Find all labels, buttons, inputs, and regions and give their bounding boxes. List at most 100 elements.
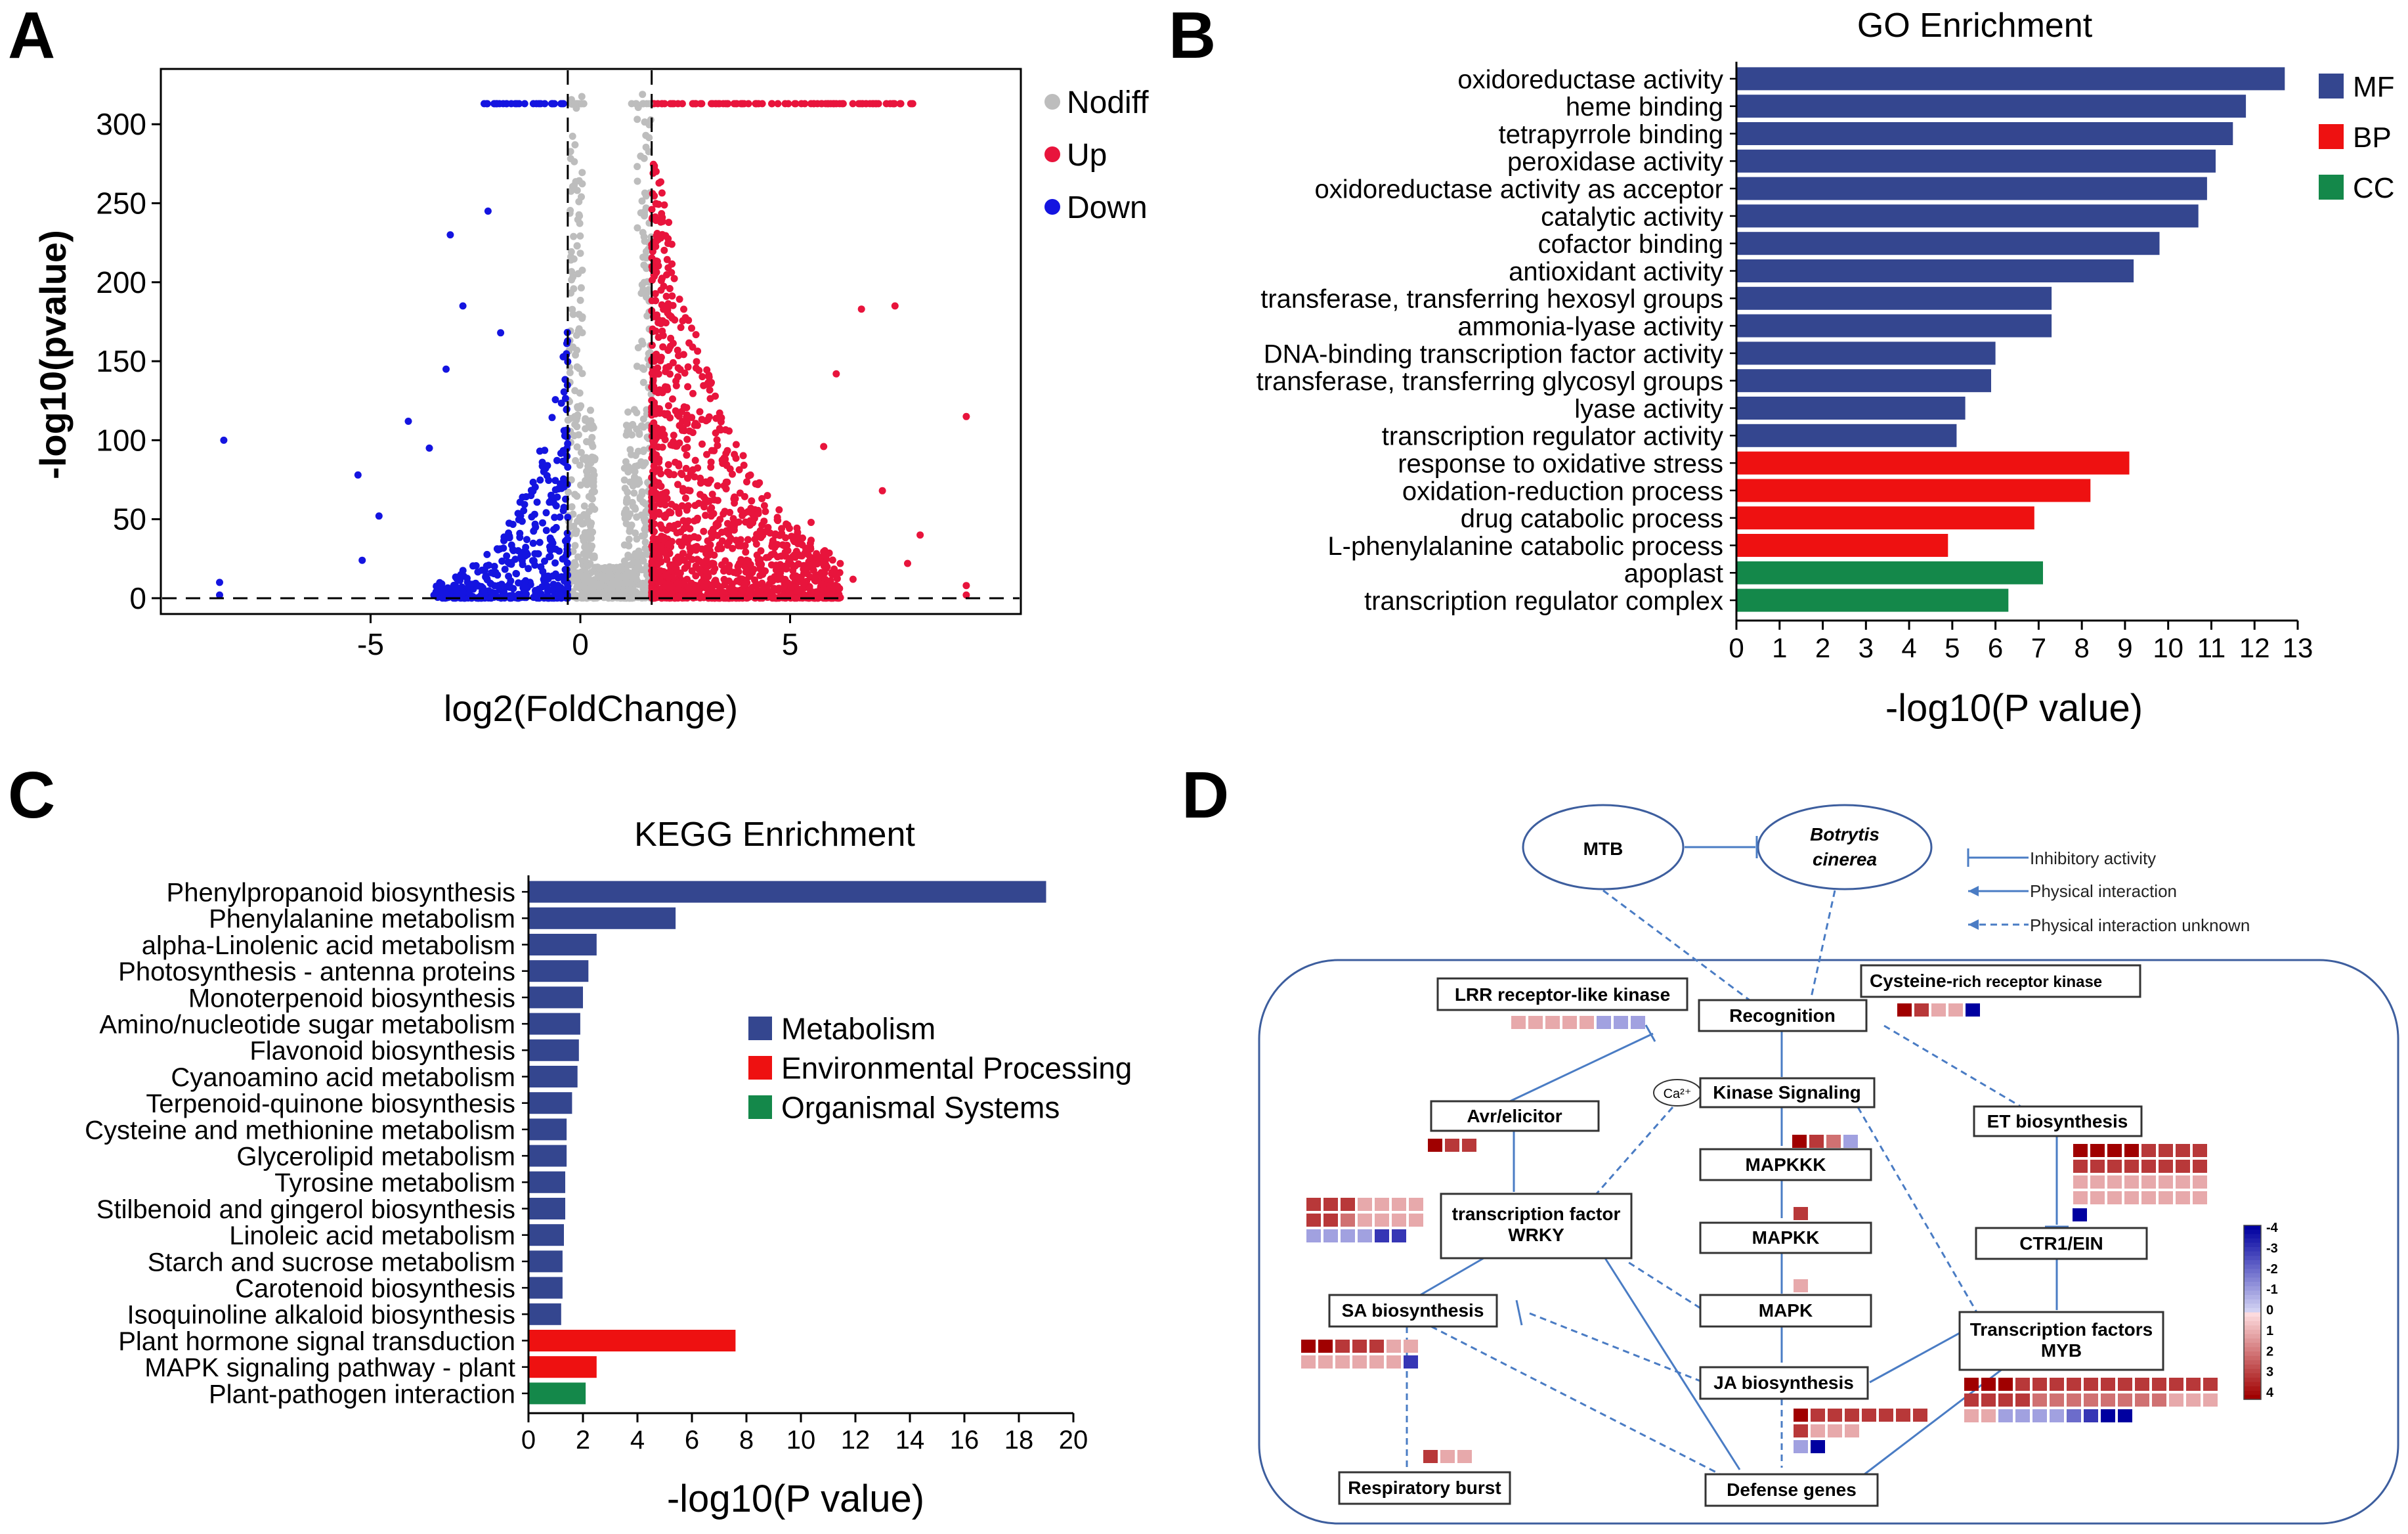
heatmap-cell-myb — [2084, 1378, 2098, 1391]
color-scale-label: -2 — [2266, 1262, 2278, 1277]
volcano-point-down — [404, 418, 412, 425]
volcano-point-nodiff — [638, 281, 646, 289]
volcano-point-up — [962, 412, 970, 420]
volcano-point-up — [746, 471, 754, 479]
volcano-point-up — [773, 540, 781, 548]
heatmap-cell-wrky_left — [1375, 1214, 1389, 1227]
volcano-point-down — [551, 486, 559, 494]
diagram-nodes: LRR receptor-like kinase Cysteine-rich r… — [1328, 964, 2164, 1507]
color-scale-segment — [2244, 1355, 2261, 1361]
volcano-point-up — [679, 517, 687, 525]
volcano-point-up — [663, 384, 671, 391]
kegg-category-label: MAPK signaling pathway - plant — [144, 1353, 515, 1382]
volcano-point-up — [668, 240, 676, 248]
volcano-point-nodiff — [573, 186, 581, 194]
heatmap-cell-myb — [1964, 1409, 1979, 1422]
volcano-point-down — [490, 563, 498, 570]
volcano-point-up — [674, 346, 681, 354]
volcano-point-down — [527, 487, 535, 494]
kegg-bar — [528, 907, 676, 929]
color-scale-segment — [2244, 1299, 2261, 1304]
volcano-point-up — [691, 544, 699, 552]
go-bar — [1736, 369, 1991, 393]
color-scale-label: 2 — [2266, 1344, 2273, 1359]
volcano-point-up — [657, 178, 664, 186]
diagram-color-scale: -4 -3 -2 -1 0 1 2 3 4 — [2243, 1221, 2279, 1400]
heatmap-cell-myb — [2203, 1393, 2218, 1407]
volcano-point-nodiff — [633, 362, 641, 370]
volcano-point-nodiff — [588, 424, 595, 432]
volcano-point-up — [751, 535, 759, 543]
edge-wrky-defense — [1604, 1258, 1741, 1470]
volcano-point-up — [698, 100, 706, 108]
volcano-point-up — [697, 567, 705, 575]
volcano-point-down — [498, 558, 506, 565]
volcano-point-down — [512, 569, 520, 577]
volcano-point-nodiff — [634, 224, 641, 232]
legend-physical-label: Physical interaction — [2030, 881, 2177, 901]
volcano-point-up — [801, 565, 809, 573]
volcano-point-up — [739, 452, 747, 460]
volcano-point-up — [664, 540, 672, 548]
volcano-point-up — [661, 535, 669, 542]
volcano-point-down — [544, 587, 551, 595]
diagram-edges — [1406, 836, 2069, 1476]
volcano-ytick-label: 300 — [96, 107, 146, 141]
volcano-point-up — [752, 100, 760, 108]
volcano-point-up — [744, 536, 752, 544]
volcano-point-up — [662, 292, 670, 300]
go-category-label: lyase activity — [1574, 395, 1723, 424]
heatmap-cell-ja — [1879, 1409, 1893, 1422]
kegg-category-label: Isoquinoline alkaloid biosynthesis — [127, 1301, 515, 1330]
go-category-label: transcription regulator complex — [1364, 587, 1723, 616]
node-ca-label: Ca²⁺ — [1664, 1087, 1692, 1101]
go-category-label: antioxidant activity — [1509, 257, 1723, 286]
heatmap-cell-lrr — [1580, 1016, 1594, 1029]
volcano-point-up — [716, 544, 724, 552]
volcano-point-up — [731, 450, 739, 458]
volcano-point-down — [555, 591, 563, 599]
heatmap-cell-wrky_left — [1323, 1229, 1338, 1242]
kegg-legend-swatch — [748, 1056, 772, 1080]
volcano-point-nodiff — [630, 489, 638, 497]
kegg-xtick-label: 4 — [630, 1426, 645, 1455]
volcano-point-down — [529, 100, 537, 108]
go-bar — [1736, 95, 2247, 118]
volcano-point-up — [675, 510, 683, 517]
volcano-point-up — [648, 397, 656, 405]
volcano-point-up — [683, 411, 691, 419]
volcano-point-up — [811, 573, 819, 581]
volcano-point-down — [561, 395, 569, 403]
heatmap-cell-et — [2159, 1160, 2173, 1173]
volcano-point-nodiff — [637, 290, 645, 297]
heatmap-cell-myb — [2135, 1393, 2149, 1407]
volcano-point-up — [652, 489, 660, 497]
volcano-point-nodiff — [639, 100, 647, 108]
volcano-point-down — [529, 478, 537, 486]
kegg-bar — [528, 1330, 736, 1351]
volcano-point-down — [523, 584, 531, 592]
volcano-point-up — [668, 292, 676, 300]
go-chart-title: GO Enrichment — [1857, 7, 2093, 45]
volcano-point-up — [676, 422, 683, 429]
volcano-point-up — [859, 100, 867, 108]
node-myb-box — [1958, 1311, 2164, 1371]
volcano-point-up — [691, 422, 699, 429]
heatmap-cell-myb — [2015, 1378, 2030, 1391]
heatmap-cell-et — [2073, 1144, 2088, 1157]
panel-letter-c: C — [8, 758, 55, 832]
color-scale-segment — [2244, 1338, 2261, 1344]
volcano-point-up — [692, 364, 700, 372]
volcano-point-nodiff — [640, 261, 648, 269]
volcano-point-nodiff — [641, 237, 649, 245]
volcano-point-up — [660, 246, 668, 254]
heatmap-cell-sa — [1335, 1355, 1350, 1369]
node-et-box — [1973, 1105, 2143, 1137]
heatmap-cell-myb — [1998, 1409, 2013, 1422]
color-scale-segment — [2244, 1273, 2261, 1279]
volcano-point-down — [501, 565, 509, 573]
node-myb-label-1: Transcription factors — [1970, 1319, 2153, 1340]
volcano-point-nodiff — [631, 468, 639, 475]
volcano-point-up — [665, 469, 673, 477]
heatmap-cell-mapk — [1794, 1207, 1808, 1220]
